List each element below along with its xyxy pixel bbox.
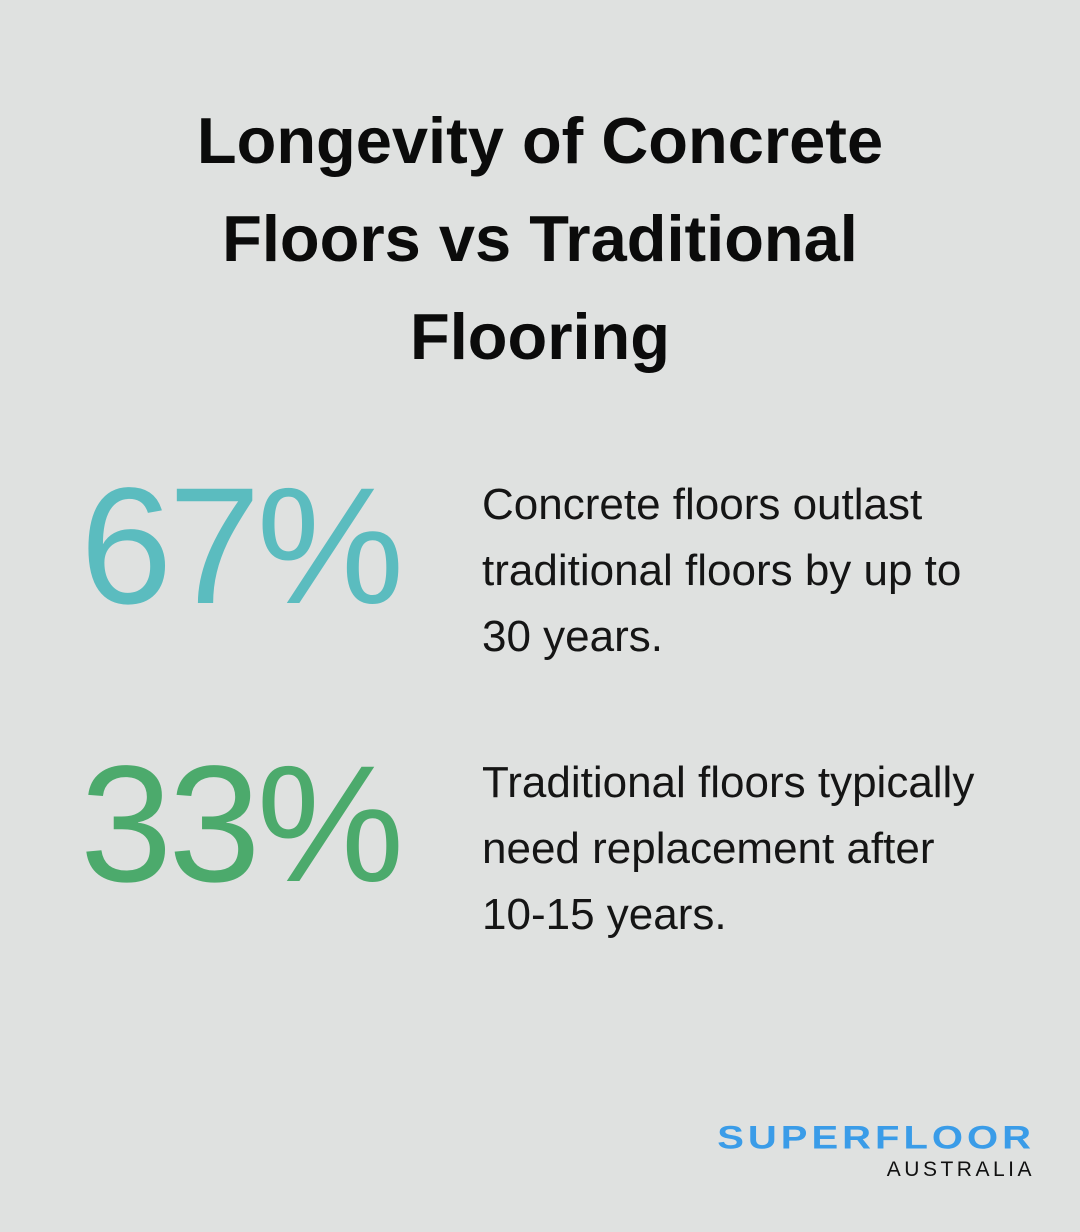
logo-subtitle: AUSTRALIA [886, 1158, 1035, 1181]
page-title: Longevity of Concrete Floors vs Traditio… [196, 104, 884, 373]
stat-description: Concrete floors outlast traditional floo… [482, 480, 962, 661]
stat-value: 67% [80, 454, 404, 639]
stat-description: Traditional floors typically need replac… [482, 758, 975, 939]
logo-wordmark: SUPERFLOOR [717, 1120, 1035, 1156]
stat-value: 33% [80, 732, 404, 917]
brand-logo: SUPERFLOOR AUSTRALIA [630, 1118, 1035, 1182]
